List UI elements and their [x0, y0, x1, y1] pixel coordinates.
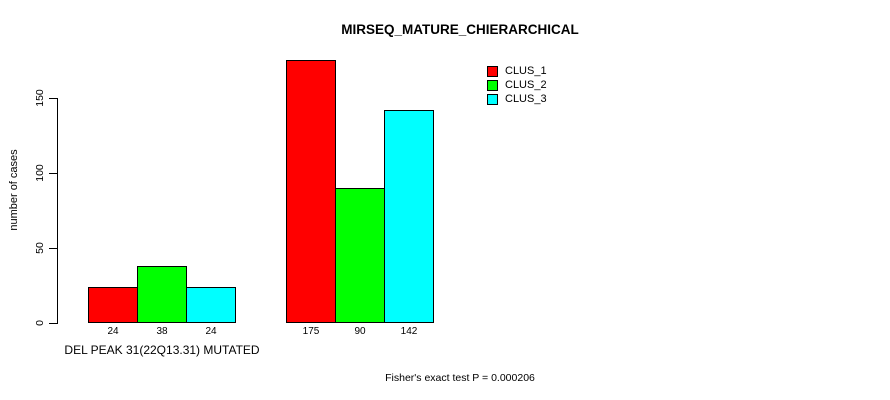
bar-value-label: 38 [156, 326, 168, 337]
legend-row: CLUS_1 [487, 64, 547, 78]
fisher-test-annotation: Fisher's exact test P = 0.000206 [385, 372, 535, 384]
bar-value-label: 90 [354, 326, 366, 337]
y-tick-mark [49, 323, 57, 324]
y-tick-mark [49, 98, 57, 99]
legend-label-clus1: CLUS_1 [505, 65, 547, 77]
y-tick-label: 0 [34, 320, 46, 326]
bar-clus_1-group2 [286, 60, 336, 323]
legend-label-clus3: CLUS_3 [505, 93, 547, 105]
legend-swatch-clus2 [487, 79, 498, 91]
bar-value-label: 24 [205, 326, 217, 337]
bar-clus_3-group2 [384, 110, 434, 323]
bar-clus_2-group1 [137, 266, 187, 323]
legend: CLUS_1 CLUS_2 CLUS_3 [487, 64, 547, 106]
legend-label-clus2: CLUS_2 [505, 79, 547, 91]
y-tick-mark [49, 248, 57, 249]
legend-row: CLUS_2 [487, 78, 547, 92]
bar-clus_3-group1 [186, 287, 236, 323]
bar-value-label: 175 [302, 326, 320, 337]
legend-swatch-clus3 [487, 93, 498, 105]
chart-title: MIRSEQ_MATURE_CHIERARCHICAL [341, 22, 579, 37]
y-axis-line [57, 98, 58, 324]
bar-clus_2-group2 [335, 188, 385, 323]
y-tick-label: 150 [34, 89, 46, 107]
legend-row: CLUS_3 [487, 92, 547, 106]
bar-value-label: 142 [400, 326, 418, 337]
y-tick-label: 50 [34, 242, 46, 254]
y-axis-label: number of cases [8, 149, 20, 231]
y-tick-label: 100 [34, 164, 46, 182]
y-tick-mark [49, 173, 57, 174]
bar-clus_1-group1 [88, 287, 138, 323]
x-axis-group-label: DEL PEAK 31(22Q13.31) MUTATED [64, 343, 260, 357]
bar-value-label: 24 [107, 326, 119, 337]
legend-swatch-clus1 [487, 65, 498, 77]
